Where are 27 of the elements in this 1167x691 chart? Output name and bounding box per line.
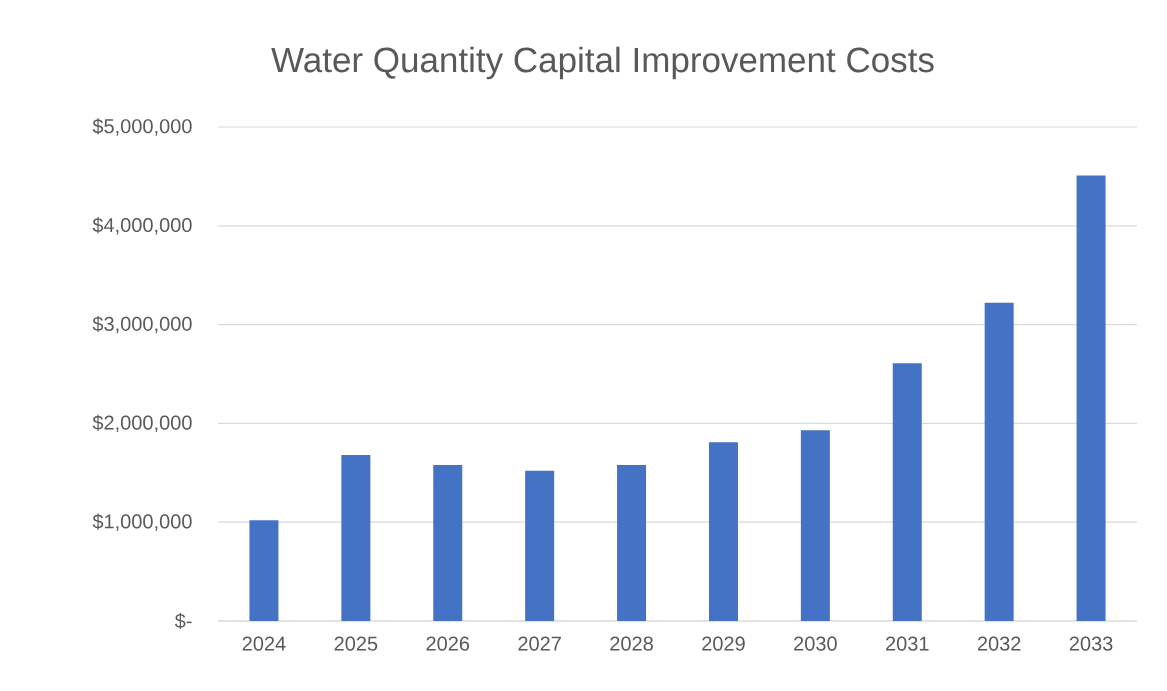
- bar: [984, 302, 1014, 621]
- x-tick-label: 2027: [518, 636, 561, 651]
- bar: [433, 464, 463, 621]
- y-tick-label: $4,000,000: [92, 217, 192, 235]
- bar: [892, 363, 922, 621]
- x-tick-label: 2032: [977, 636, 1021, 651]
- x-tick-label: 2029: [702, 636, 745, 651]
- bar: [617, 464, 647, 621]
- x-tick-label: 2025: [334, 636, 378, 651]
- y-tick-label: $2,000,000: [92, 414, 192, 433]
- bar: [525, 470, 555, 621]
- chart-title: Water Quantity Capital Improvement Costs: [271, 46, 934, 80]
- bar: [341, 455, 371, 621]
- y-tick-label: $-: [174, 612, 192, 630]
- y-tick-label: $3,000,000: [92, 315, 192, 334]
- x-tick-label: 2024: [242, 636, 286, 651]
- x-tick-label: 2026: [426, 636, 470, 651]
- x-tick-label: 2033: [1069, 636, 1113, 651]
- x-tick-label: 2028: [610, 636, 653, 651]
- x-tick-label: 2030: [794, 636, 837, 651]
- bar: [708, 442, 738, 621]
- y-tick-label: $1,000,000: [92, 513, 192, 531]
- bar: [1076, 175, 1106, 621]
- x-tick-label: 2031: [886, 636, 929, 651]
- bar: [249, 520, 279, 621]
- y-tick-label: $5,000,000: [92, 118, 192, 136]
- bar: [800, 430, 830, 621]
